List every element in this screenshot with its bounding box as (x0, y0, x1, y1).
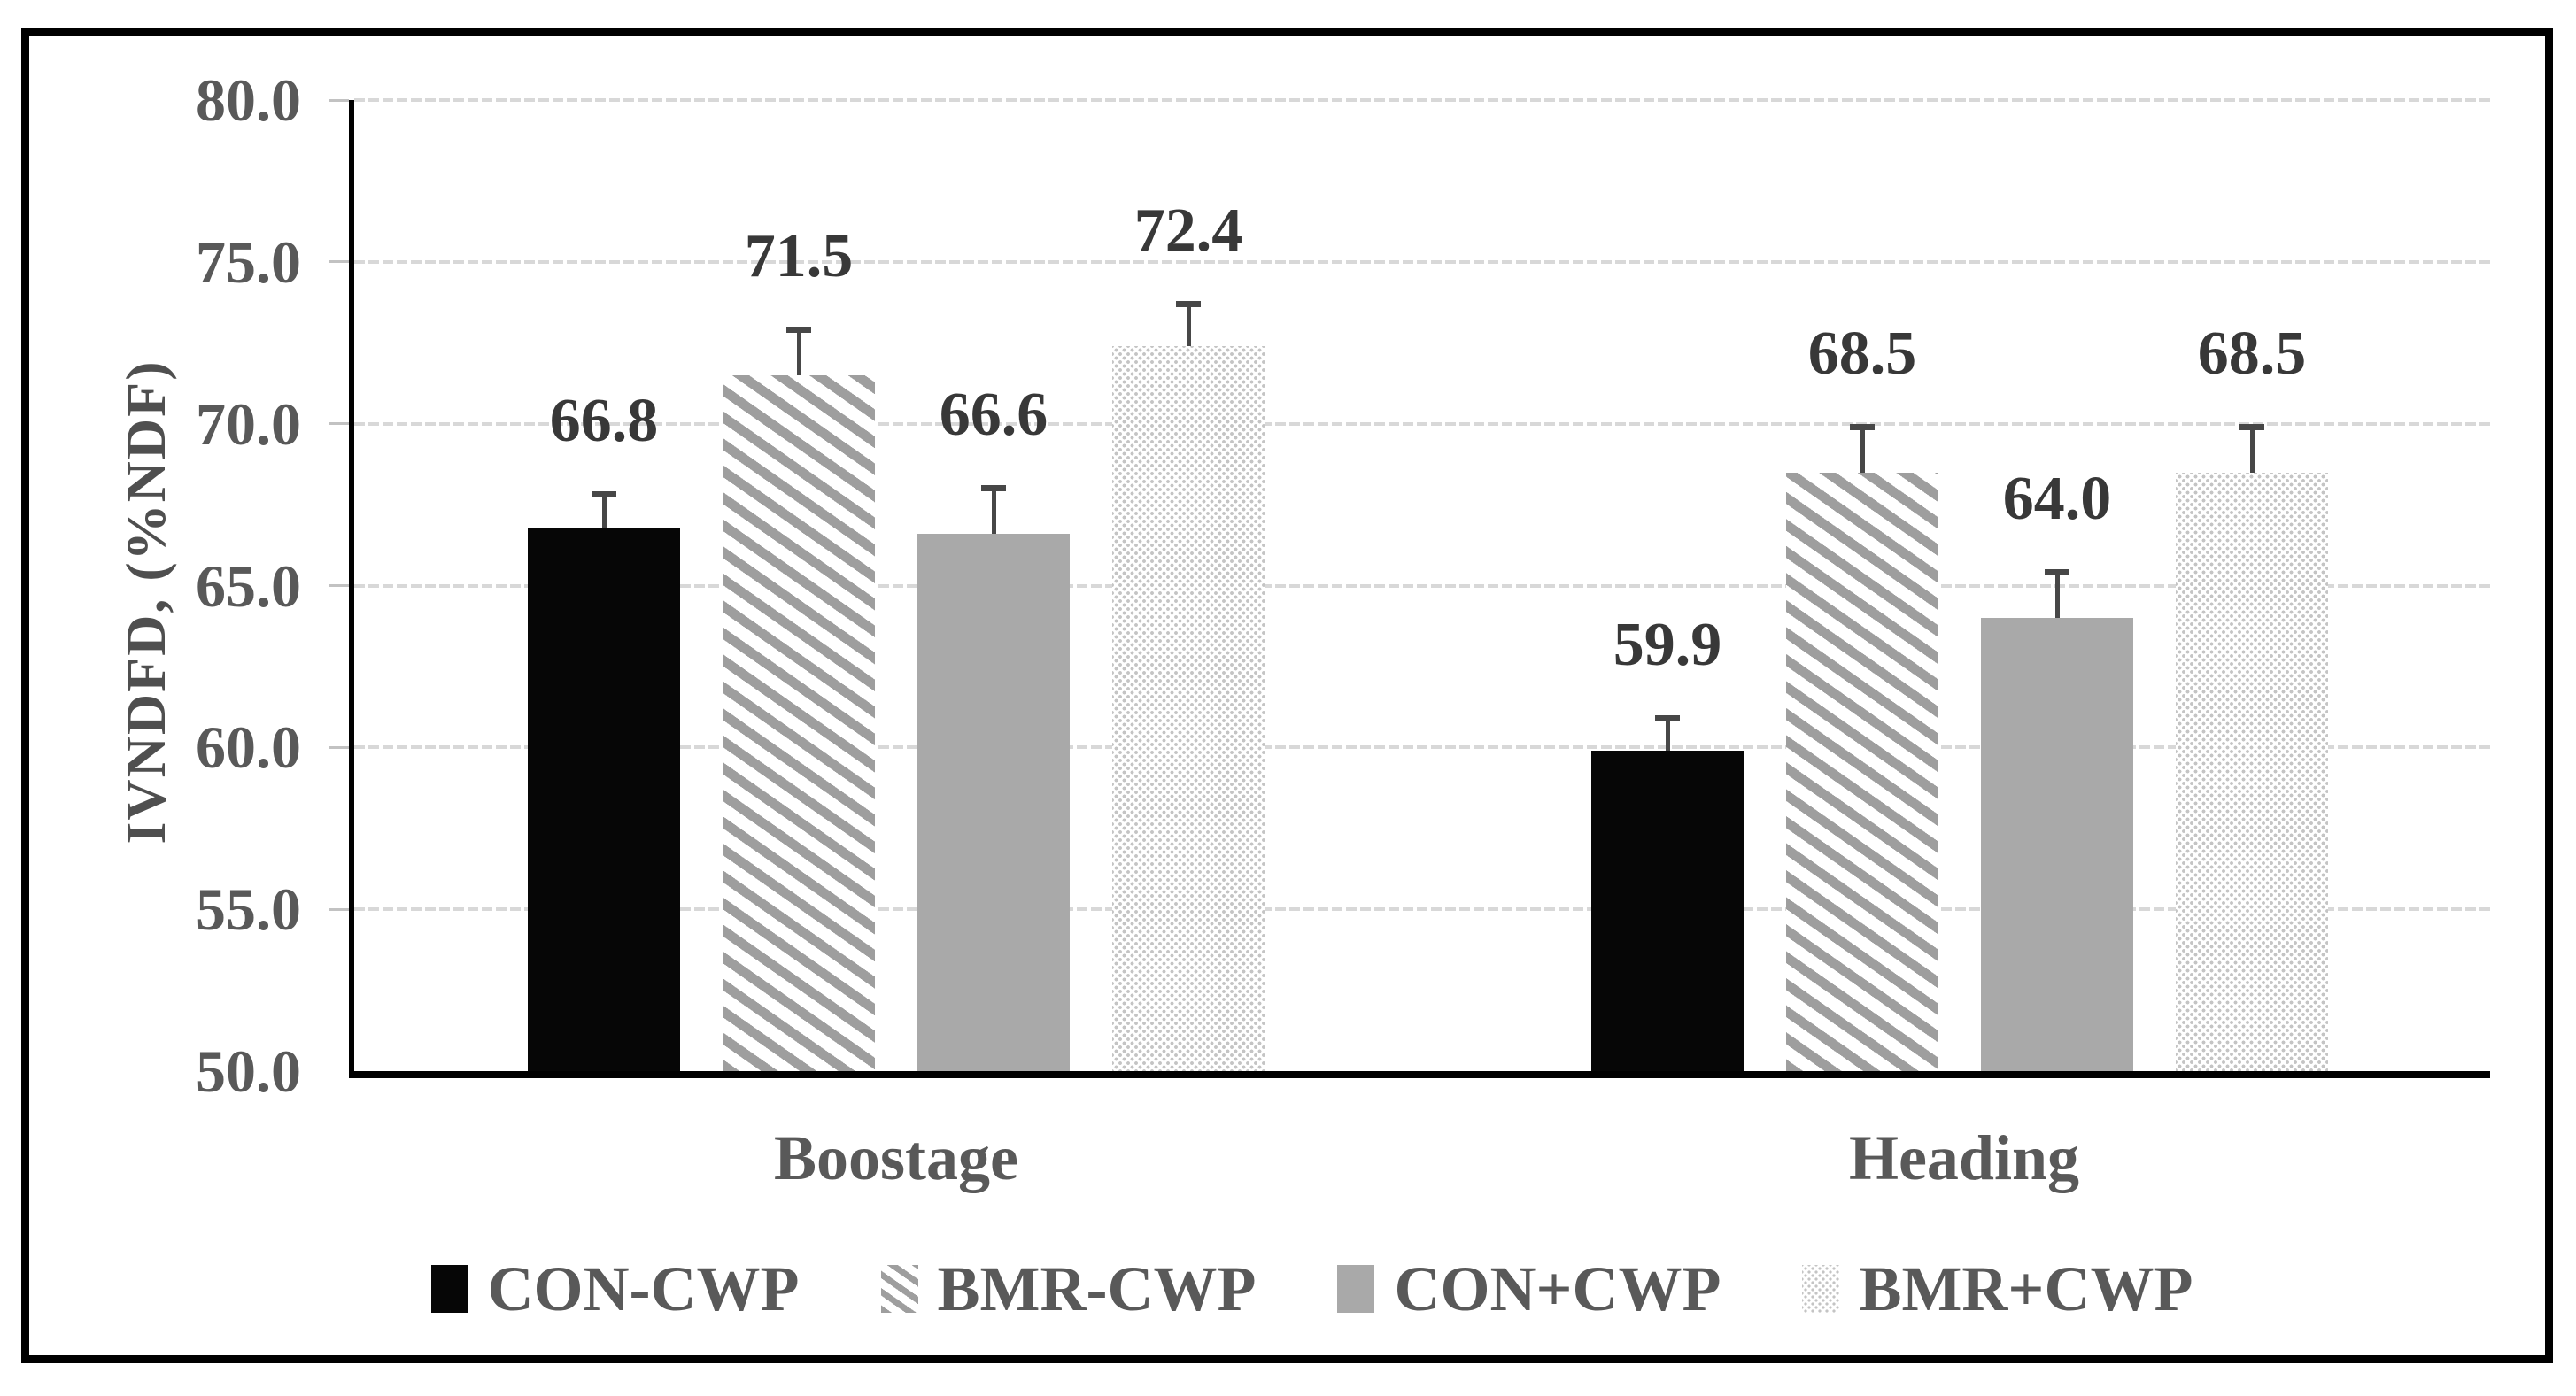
bar-concwp-boostage (528, 527, 680, 1071)
legend-item-concwp: CON-CWP (430, 1253, 800, 1324)
legend-swatch-diagonal-hatch (880, 1265, 918, 1313)
error-bar-cap (2045, 569, 2069, 576)
y-tick-label-75.0: 75.0 (196, 228, 301, 296)
legend-label: CON-CWP (487, 1253, 800, 1324)
data-label-68.5: 68.5 (2197, 319, 2307, 388)
gridline-55 (354, 907, 2490, 912)
data-label-72.4: 72.4 (1133, 196, 1243, 265)
legend-label: BMR+CWP (1859, 1253, 2193, 1324)
gridline-80 (354, 98, 2490, 102)
data-label-66.8: 66.8 (549, 387, 659, 456)
error-bar-stem (796, 326, 801, 375)
data-label-59.9: 59.9 (1613, 610, 1722, 679)
bar-bmrcwp-heading (2176, 472, 2328, 1071)
error-bar-cap (981, 485, 1006, 492)
y-axis-tick-mark (329, 584, 349, 587)
error-bar-stem (1860, 423, 1865, 473)
error-bar-stem (2054, 569, 2060, 619)
legend-label: BMR-CWP (937, 1253, 1257, 1324)
y-tick-label-60.0: 60.0 (196, 713, 301, 782)
error-bar-stem (1186, 300, 1191, 346)
bar-bmrcwp-boostage (1112, 345, 1265, 1071)
legend-swatch-solid-black (430, 1265, 468, 1313)
bar-bmrcwp-heading (1786, 472, 1938, 1071)
data-label-68.5: 68.5 (1807, 319, 1917, 388)
error-bar-cap (2239, 423, 2264, 430)
error-bar-cap (786, 326, 811, 333)
legend-item-concwp: CON+CWP (1337, 1257, 1721, 1321)
legend-item-bmrcwp: BMR-CWP (880, 1253, 1257, 1324)
y-tick-label-50.0: 50.0 (196, 1037, 301, 1105)
legend: CON-CWP BMR-CWP CON+CWP BMR+CWP (21, 1253, 2553, 1324)
data-label-66.6: 66.6 (939, 381, 1048, 450)
error-bar-stem (2249, 423, 2255, 473)
bar-concwp-heading (1591, 751, 1744, 1071)
gridline-70 (354, 421, 2490, 426)
y-axis-tick-mark (329, 98, 349, 102)
bar-bmrcwp-boostage (723, 374, 875, 1071)
y-tick-label-80.0: 80.0 (196, 66, 301, 134)
plot-area: 66.8 59.9 71.5 68.5 66.6 64.0 72.4 68.5 (329, 98, 2490, 1078)
chart-frame (21, 28, 2553, 1363)
gridline-60 (354, 745, 2490, 750)
y-axis-tick-mark (329, 422, 349, 426)
y-tick-label-55.0: 55.0 (196, 875, 301, 944)
y-axis-tick-mark (329, 260, 349, 264)
legend-item-bmrcwp: BMR+CWP (1802, 1257, 2193, 1321)
gridline-65 (354, 583, 2490, 588)
category-label-heading: Heading (1848, 1122, 2080, 1193)
data-label-71.5: 71.5 (744, 221, 854, 290)
y-axis-tick-mark (329, 745, 349, 749)
legend-swatch-dotted (1802, 1265, 1840, 1313)
error-bar-cap (1176, 300, 1201, 307)
y-axis-tick-labels: 80.0 75.0 70.0 65.0 60.0 55.0 50.0 (0, 0, 301, 1396)
error-bar-stem (601, 491, 607, 528)
data-label-64.0: 64.0 (2002, 465, 2112, 534)
error-bar-cap (1655, 714, 1680, 721)
legend-swatch-solid-gray (1337, 1265, 1375, 1313)
y-tick-label-65.0: 65.0 (196, 551, 301, 620)
error-bar-stem (991, 485, 996, 534)
category-label-boostage: Boostage (774, 1122, 1018, 1193)
y-axis-tick-mark (329, 907, 349, 911)
error-bar-cap (1850, 423, 1875, 430)
y-axis-line (349, 100, 354, 1078)
error-bar-stem (1665, 714, 1670, 751)
x-axis-baseline (349, 1071, 2490, 1078)
bar-concwp-boostage (917, 534, 1070, 1071)
bar-concwp-heading (1981, 618, 2133, 1071)
error-bar-cap (592, 491, 616, 498)
y-tick-label-70.0: 70.0 (196, 389, 301, 458)
legend-label: CON+CWP (1394, 1253, 1721, 1324)
gridline-75 (354, 259, 2490, 264)
